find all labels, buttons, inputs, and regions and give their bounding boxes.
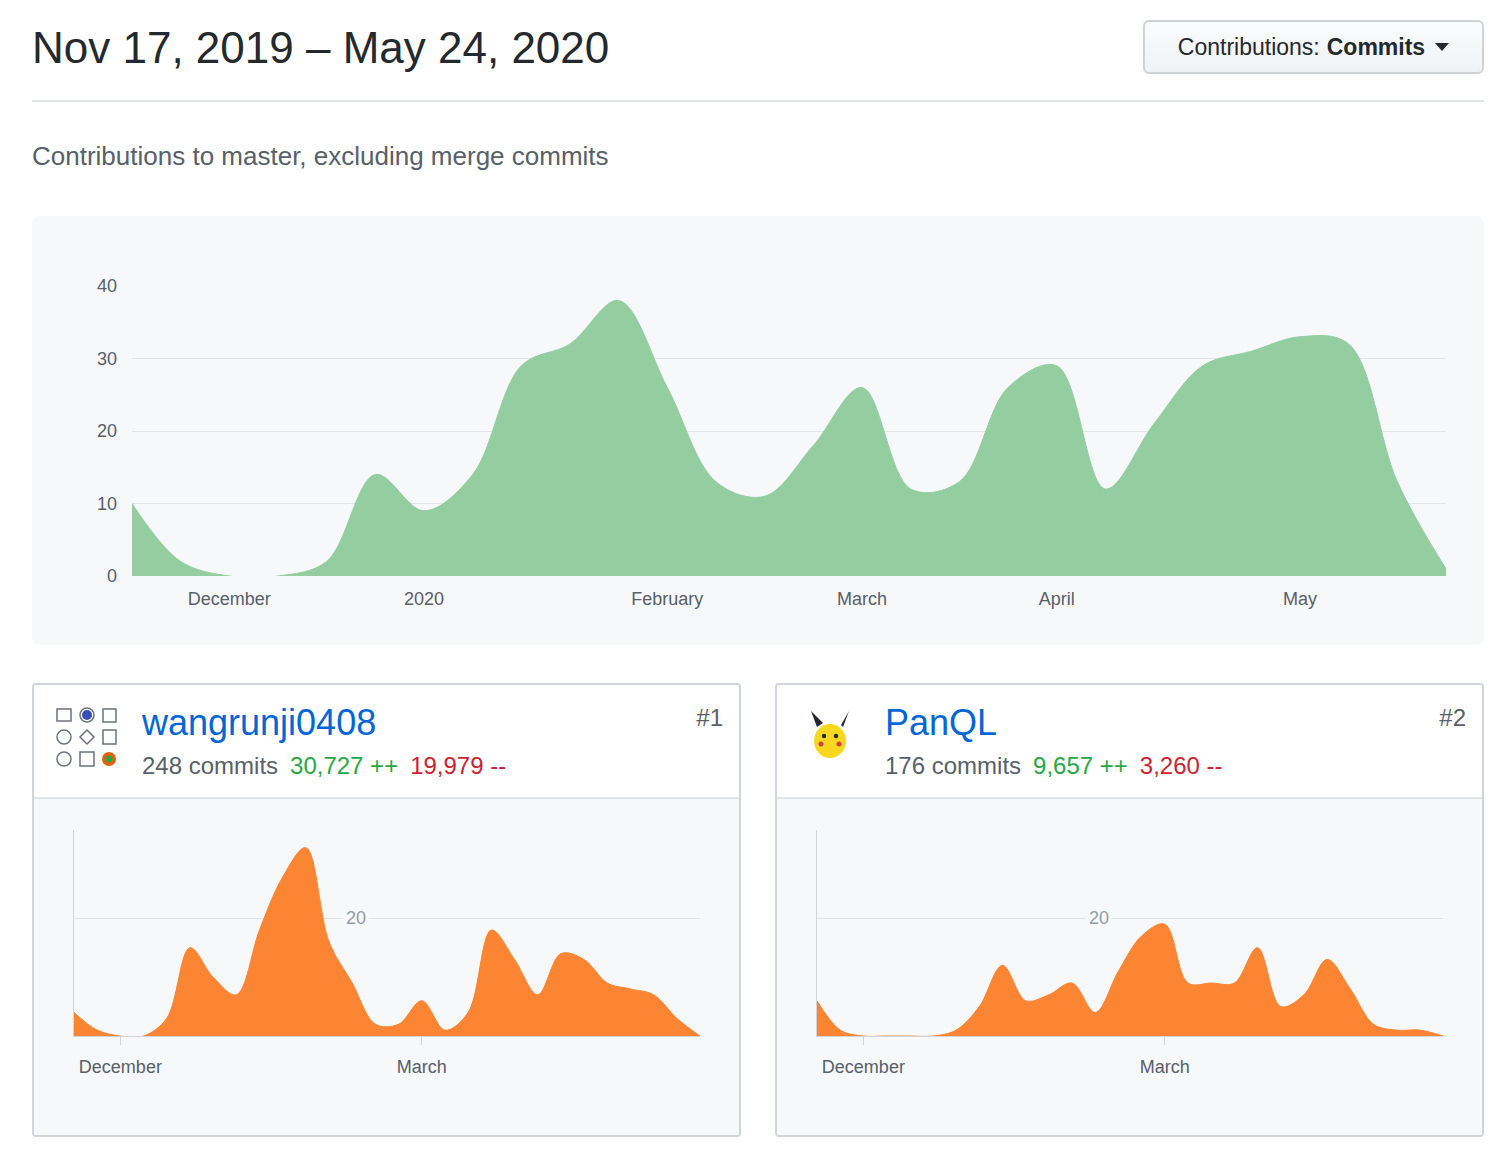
- html-text:248 commits: 248 commits: [142, 752, 278, 779]
- svg-text:December: December: [822, 1057, 905, 1077]
- svg-text:March: March: [837, 589, 887, 609]
- svg-text:20: 20: [97, 421, 117, 441]
- svg-text:December: December: [188, 589, 271, 609]
- html-text:Contributions to master, exclu: Contributions to master, excluding merge…: [32, 141, 609, 171]
- html-text:Contributions: Commits: Contributions: Commits: [1177, 33, 1426, 60]
- svg-text:40: 40: [97, 276, 117, 296]
- html-text:#2: #2: [1439, 704, 1466, 731]
- html-text:9,657 ++: 9,657 ++: [1033, 752, 1128, 779]
- html-text:Nov 17, 2019 – May 24, 2020: Nov 17, 2019 – May 24, 2020: [32, 23, 610, 72]
- svg-text:March: March: [1140, 1057, 1190, 1077]
- html-text:30,727 ++: 30,727 ++: [290, 752, 399, 779]
- html-text:PanQL: PanQL: [885, 702, 998, 743]
- svg-text:20: 20: [1089, 908, 1109, 928]
- svg-text:20: 20: [346, 908, 366, 928]
- svg-text:May: May: [1283, 589, 1317, 609]
- svg-text:0: 0: [107, 566, 117, 586]
- svg-text:30: 30: [97, 349, 117, 369]
- html-text:19,979 --: 19,979 --: [410, 752, 507, 779]
- svg-text:April: April: [1039, 589, 1075, 609]
- svg-text:2020: 2020: [404, 589, 444, 609]
- svg-text:10: 10: [97, 494, 117, 514]
- svg-text:December: December: [79, 1057, 162, 1077]
- html-text:wangrunji0408: wangrunji0408: [142, 702, 377, 743]
- svg-text:March: March: [397, 1057, 447, 1077]
- svg-text:February: February: [631, 589, 703, 609]
- html-text:176 commits: 176 commits: [885, 752, 1021, 779]
- html-text:#1: #1: [696, 704, 723, 731]
- html-text:3,260 --: 3,260 --: [1139, 752, 1223, 779]
